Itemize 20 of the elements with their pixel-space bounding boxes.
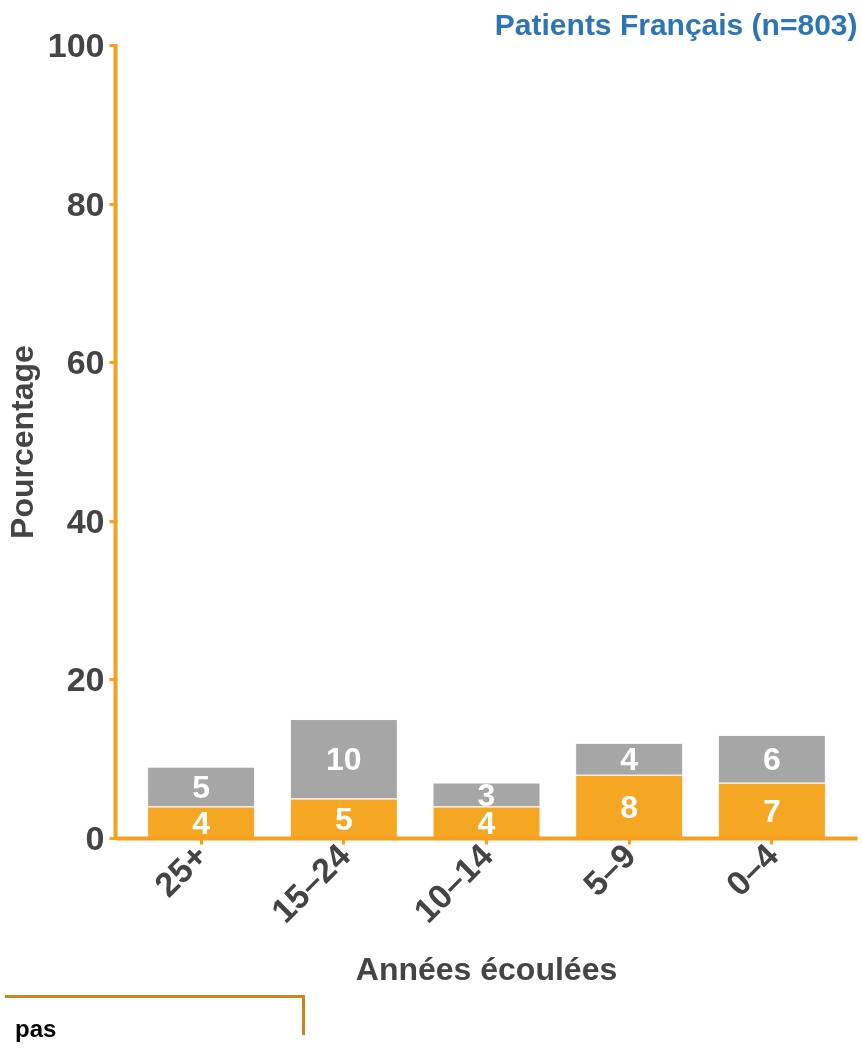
data-label: 4 bbox=[620, 741, 639, 778]
y-tick-label: 0 bbox=[85, 819, 105, 857]
chart-title: Patients Français (n=803) bbox=[494, 7, 858, 41]
y-tick-label: 40 bbox=[66, 501, 105, 540]
x-axis-title: Années écoulées bbox=[355, 951, 618, 988]
y-tick-label: 20 bbox=[66, 660, 105, 699]
y-axis-title: Pourcentage bbox=[3, 345, 40, 539]
data-label: 5 bbox=[334, 800, 353, 837]
x-tick-label: 0–4 bbox=[718, 836, 786, 904]
data-label: 8 bbox=[620, 788, 639, 825]
text: pas bbox=[15, 1014, 57, 1044]
data-label: 5 bbox=[192, 768, 211, 805]
data-label: 10 bbox=[326, 741, 362, 778]
x-tick-label: 5–9 bbox=[575, 836, 643, 904]
y-tick-label: 80 bbox=[66, 184, 105, 223]
data-label: 6 bbox=[762, 741, 781, 778]
data-label: 3 bbox=[477, 776, 496, 813]
y-tick-label: 100 bbox=[47, 26, 105, 64]
y-tick-label: 60 bbox=[66, 343, 105, 382]
data-label: 7 bbox=[762, 792, 781, 829]
